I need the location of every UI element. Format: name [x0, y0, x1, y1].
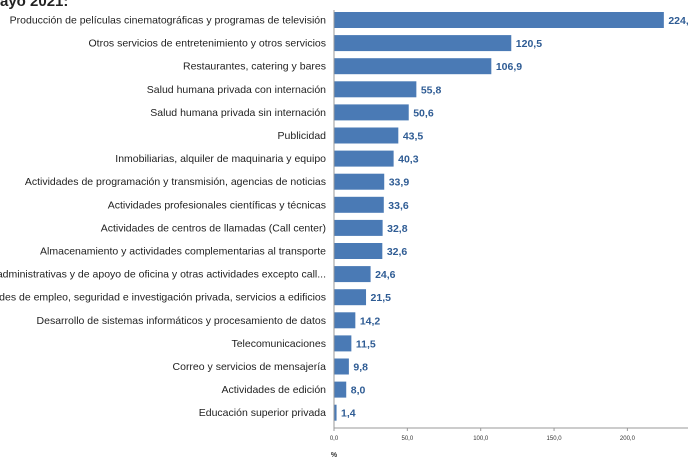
value-label: 55,8	[421, 84, 442, 96]
category-label: Actividades de empleo, seguridad e inves…	[0, 292, 326, 304]
value-label: 43,5	[403, 131, 424, 143]
bar	[334, 12, 664, 28]
category-label: Salud humana privada sin internación	[150, 107, 326, 119]
value-label: 32,8	[387, 223, 408, 235]
bar	[334, 173, 385, 190]
bar	[334, 381, 347, 398]
bar	[334, 243, 383, 259]
category-label: Correo y servicios de mensajería	[173, 361, 327, 373]
axis-layer: 0,0 50,0 100,0 150,0 200,0%	[330, 10, 688, 459]
bar	[334, 150, 394, 167]
bar	[334, 35, 512, 52]
bar	[334, 289, 367, 306]
value-label: 33,6	[388, 200, 409, 212]
value-label: 106,9	[496, 61, 522, 73]
bar	[334, 266, 371, 283]
category-label: Actividades de centros de llamadas (Call…	[101, 222, 326, 234]
category-label: Inmobiliarias, alquiler de maquinaria y …	[115, 153, 326, 165]
value-label: 33,9	[389, 177, 410, 189]
value-label: 50,6	[413, 107, 434, 119]
value-label: 11,5	[356, 338, 376, 350]
category-label: Publicidad	[278, 130, 327, 142]
category-label: Actividades de programación y transmisió…	[25, 176, 326, 188]
category-label: Producción de películas cinematográficas…	[10, 15, 326, 27]
value-label: 120,5	[516, 38, 542, 50]
value-label: 1,4	[341, 408, 356, 420]
bar	[334, 219, 383, 236]
value-label: 32,6	[387, 246, 408, 258]
value-label: 8,0	[351, 385, 366, 397]
bar	[334, 58, 492, 75]
x-tick-label: 0,0	[330, 436, 339, 442]
category-label: Desarrollo de sistemas informáticos y pr…	[37, 315, 326, 327]
bar	[334, 81, 417, 98]
x-axis-title: %	[331, 452, 338, 459]
bar	[334, 196, 384, 213]
x-tick-label: 100,0	[473, 436, 489, 442]
x-tick-label: 50,0	[402, 436, 414, 442]
value-label: 24,6	[375, 269, 396, 281]
value-label: 14,2	[360, 315, 381, 327]
bar	[334, 312, 356, 329]
chart-title-fragment: ayo 2021:	[0, 0, 69, 10]
labels-layer: Producción de películas cinematográficas…	[0, 15, 688, 420]
category-label: Actividades profesionales científicas y …	[108, 199, 326, 211]
value-label: 224,5	[668, 15, 688, 27]
category-label: Almacenamiento y actividades complementa…	[40, 246, 326, 258]
bar	[334, 127, 399, 144]
bar	[334, 104, 409, 121]
category-label: Salud humana privada con internación	[147, 84, 326, 96]
bar	[334, 335, 352, 352]
x-tick-label: 150,0	[547, 436, 563, 442]
value-label: 40,3	[398, 154, 419, 166]
bars-layer	[334, 12, 664, 421]
value-label: 21,5	[371, 292, 392, 304]
x-tick-label: 200,0	[620, 436, 636, 442]
category-label: Actividades administrativas y de apoyo d…	[0, 269, 326, 281]
category-label: Restaurantes, catering y bares	[183, 61, 326, 73]
category-label: Educación superior privada	[199, 407, 326, 419]
category-label: Actividades de edición	[222, 384, 327, 396]
bar	[334, 404, 337, 421]
bar	[334, 358, 349, 375]
value-label: 9,8	[353, 362, 368, 374]
category-label: Telecomunicaciones	[231, 338, 326, 350]
category-label: Otros servicios de entretenimiento y otr…	[88, 38, 326, 50]
